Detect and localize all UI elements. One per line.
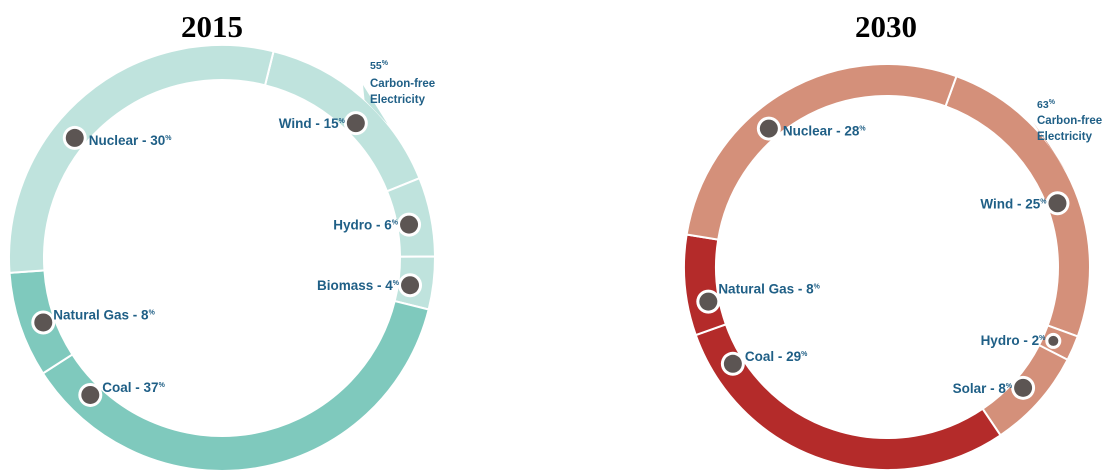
marker-natural-gas <box>699 292 718 311</box>
segment-labels: Wind - 25%Hydro - 2%Solar - 8%Coal - 29%… <box>718 124 1047 396</box>
label-text: Natural Gas - 8 <box>718 282 814 297</box>
carbon-free-percent: 63% <box>1037 99 1056 111</box>
label-hydro: Hydro - 2% <box>981 333 1047 348</box>
label-nuclear: Nuclear - 28% <box>783 124 867 139</box>
carbon-free-pointer <box>1033 122 1067 172</box>
label-wind: Wind - 25% <box>980 196 1047 211</box>
label-pct-sign: % <box>1006 383 1013 390</box>
carbon-free-pointer <box>363 85 388 124</box>
chart-title: 2030 <box>855 9 917 44</box>
segment-nuclear <box>8 44 275 274</box>
label-pct-sign: % <box>1039 335 1046 342</box>
carbon-free-line2: Electricity <box>1037 131 1093 143</box>
label-pct-sign: % <box>814 284 821 291</box>
segment-labels: Wind - 15%Hydro - 6%Biomass - 4%Coal - 3… <box>53 116 400 395</box>
label-solar: Solar - 8% <box>953 381 1013 396</box>
label-pct-sign: % <box>801 351 808 358</box>
label-text: Hydro - 2 <box>981 333 1040 348</box>
marker-coal <box>723 354 742 373</box>
marker-hydro <box>1048 335 1059 346</box>
label-coal: Coal - 29% <box>745 349 808 364</box>
carbon-free-line1: Carbon-free <box>370 78 435 90</box>
carbon-free-arrow <box>1033 122 1067 172</box>
label-nuclear: Nuclear - 30% <box>89 133 173 148</box>
carbon-free-value: 55 <box>370 60 382 72</box>
label-pct-sign: % <box>149 309 156 316</box>
carbon-free-arrow <box>363 85 388 124</box>
segment-markers <box>31 111 423 407</box>
label-text: Coal - 29 <box>745 349 801 364</box>
label-text: Biomass - 4 <box>317 278 393 293</box>
label-pct-sign: % <box>393 280 400 287</box>
marker-coal <box>81 385 100 404</box>
carbon-free-pct-sign: % <box>1049 99 1056 106</box>
label-wind: Wind - 15% <box>279 116 346 131</box>
label-text: Nuclear - 30 <box>89 133 166 148</box>
carbon-free-value: 63 <box>1037 99 1049 111</box>
label-text: Natural Gas - 8 <box>53 307 149 322</box>
label-natural-gas: Natural Gas - 8% <box>718 282 820 297</box>
marker-wind <box>346 114 365 133</box>
label-text: Coal - 37 <box>102 380 158 395</box>
marker-nuclear <box>759 119 778 138</box>
label-pct-sign: % <box>859 126 866 133</box>
label-pct-sign: % <box>339 118 346 125</box>
chart-title: 2015 <box>181 9 243 44</box>
label-natural-gas: Natural Gas - 8% <box>53 307 155 322</box>
label-coal: Coal - 37% <box>102 380 165 395</box>
label-pct-sign: % <box>165 135 172 142</box>
segment-nuclear <box>685 63 958 241</box>
label-text: Hydro - 6 <box>333 218 392 233</box>
donut-chart-2030: 2030 Wind - 25%Hydro - 2%Solar - 8%Coal … <box>683 9 1102 471</box>
label-text: Nuclear - 28 <box>783 124 860 139</box>
label-biomass: Biomass - 4% <box>317 278 400 293</box>
ring-segments <box>8 44 437 472</box>
marker-biomass <box>401 276 420 295</box>
label-pct-sign: % <box>159 382 166 389</box>
marker-hydro <box>400 215 419 234</box>
segment-coal <box>694 323 1002 471</box>
marker-solar <box>1014 378 1033 397</box>
label-text: Wind - 25 <box>980 196 1040 211</box>
marker-natural-gas <box>34 313 53 332</box>
segment-coal <box>41 299 430 472</box>
marker-nuclear <box>65 128 84 147</box>
donut-chart-2015: 2015 Wind - 15%Hydro - 6%Biomass - 4%Coa… <box>8 9 437 472</box>
carbon-free-callout: 63% Carbon-free Electricity <box>1037 99 1102 143</box>
carbon-free-callout: 55% Carbon-free Electricity <box>370 60 435 106</box>
carbon-free-line1: Carbon-free <box>1037 115 1102 127</box>
marker-wind <box>1048 194 1067 213</box>
ring-segments <box>683 63 1092 471</box>
label-text: Solar - 8 <box>953 381 1007 396</box>
carbon-free-pct-sign: % <box>382 60 389 67</box>
carbon-free-line2: Electricity <box>370 94 426 106</box>
carbon-free-percent: 55% <box>370 60 389 72</box>
label-pct-sign: % <box>392 220 399 227</box>
segment-markers <box>696 116 1070 400</box>
label-hydro: Hydro - 6% <box>333 218 399 233</box>
label-text: Wind - 15 <box>279 116 339 131</box>
label-pct-sign: % <box>1040 198 1047 205</box>
